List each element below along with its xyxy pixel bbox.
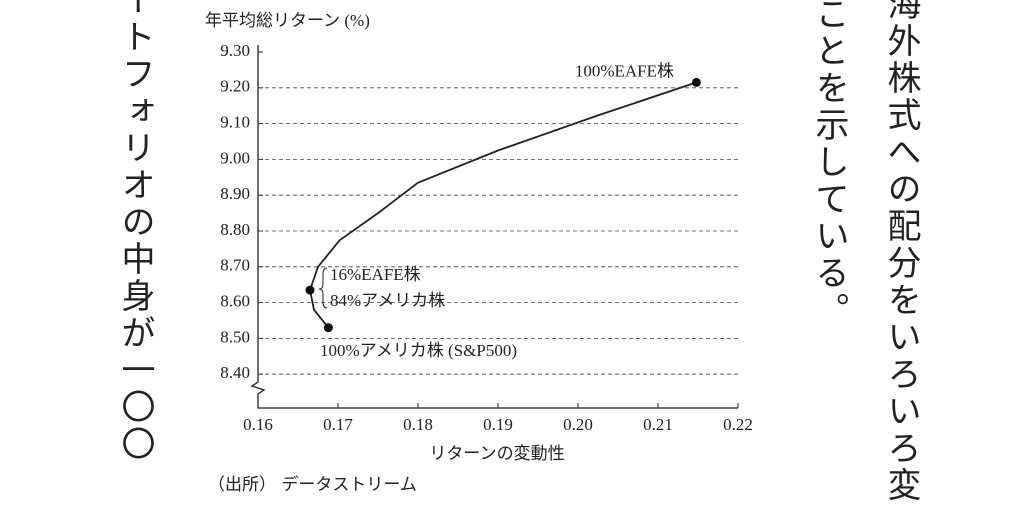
x-tick-label: 0.18 — [403, 415, 433, 434]
portfolio-point — [323, 323, 333, 333]
annotation: 16%EAFE株 — [330, 265, 421, 284]
x-tick-label: 0.21 — [643, 415, 673, 434]
x-axis-label: リターンの変動性 — [429, 444, 564, 463]
brace — [318, 267, 328, 309]
y-tick-label: 8.80 — [220, 220, 250, 239]
y-tick-label: 8.70 — [220, 256, 250, 275]
x-tick-label: 0.22 — [723, 415, 753, 434]
annotation: 100%EAFE株 — [575, 61, 674, 80]
body-text: 海外株式への配分をいろいろ変 — [881, 0, 921, 504]
annotation: 100%アメリカ株 (S&P500) — [320, 341, 517, 360]
y-tick-label: 8.60 — [220, 292, 250, 311]
body-text: ことを示している。 — [809, 0, 849, 329]
frontier-line — [309, 81, 697, 329]
x-tick-label: 0.19 — [483, 415, 513, 434]
x-tick-label: 0.20 — [563, 415, 593, 434]
source-note: （出所） データストリーム — [208, 475, 417, 495]
annotation: 84%アメリカ株 — [330, 291, 445, 310]
y-tick-label: 8.90 — [220, 184, 250, 203]
y-tick-label: 8.40 — [220, 363, 250, 382]
y-axis-label: 年平均総リターン (%) — [205, 11, 370, 30]
portfolio-point — [691, 77, 701, 87]
y-tick-label: 8.50 — [220, 327, 250, 346]
y-tick-label: 9.00 — [220, 148, 250, 167]
x-tick-label: 0.17 — [323, 415, 353, 434]
y-tick-label: 9.20 — [220, 77, 250, 96]
x-tick-label: 0.16 — [243, 415, 273, 434]
portfolio-point — [305, 285, 315, 295]
y-tick-label: 9.10 — [220, 113, 250, 132]
body-text: ートフォリオの中身が一〇〇 — [115, 0, 155, 463]
y-tick-label: 9.30 — [220, 41, 250, 60]
